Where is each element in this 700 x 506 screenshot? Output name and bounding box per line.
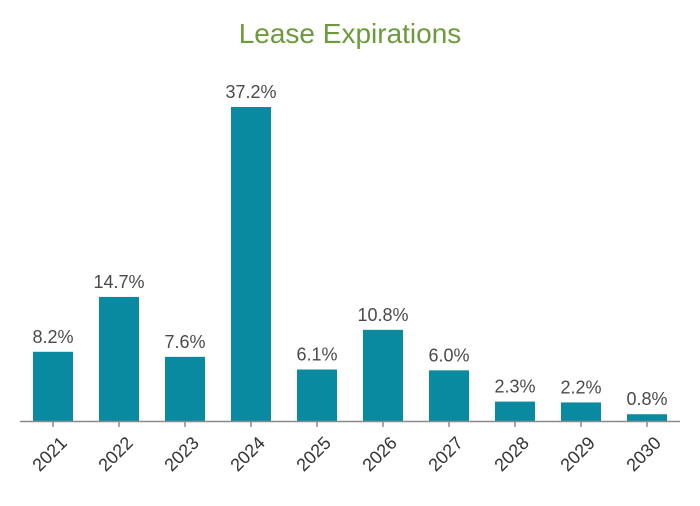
data-label-2030: 0.8% <box>626 389 667 409</box>
bar-2024 <box>231 107 271 421</box>
data-label-2028: 2.3% <box>494 377 535 397</box>
bar-2021 <box>33 351 73 421</box>
x-tick-label-2027: 2027 <box>424 433 466 475</box>
bar-2027 <box>429 370 469 421</box>
x-axis-ticks <box>52 421 648 427</box>
x-tick-label-2024: 2024 <box>226 433 268 475</box>
data-label-2029: 2.2% <box>560 377 601 397</box>
bar-2028 <box>495 401 535 421</box>
bar-2029 <box>561 402 601 421</box>
data-label-2025: 6.1% <box>296 345 337 365</box>
data-label-2024: 37.2% <box>225 82 276 102</box>
x-tick-label-2026: 2026 <box>358 433 400 475</box>
data-label-2022: 14.7% <box>93 272 144 292</box>
data-label-2026: 10.8% <box>357 305 408 325</box>
x-tick-label-2025: 2025 <box>292 433 334 475</box>
data-label-2027: 6.0% <box>428 345 469 365</box>
bar-2022 <box>99 296 139 421</box>
chart-title: Lease Expirations <box>239 18 462 49</box>
x-tick-label-2030: 2030 <box>622 433 664 475</box>
x-tick-label-2023: 2023 <box>160 433 202 475</box>
data-label-2023: 7.6% <box>164 332 205 352</box>
bars-group <box>33 107 667 421</box>
data-labels-group: 8.2% 14.7% 7.6% 37.2% 6.1% 10.8% 6.0% 2.3% 2.2% 0… <box>32 82 667 409</box>
bar-2023 <box>165 356 205 421</box>
x-tick-label-2028: 2028 <box>490 433 532 475</box>
x-tick-label-2021: 2021 <box>28 433 70 475</box>
bar-2025 <box>297 369 337 421</box>
x-tick-label-2029: 2029 <box>556 433 598 475</box>
bar-2026 <box>363 329 403 421</box>
x-tick-label-2022: 2022 <box>94 433 136 475</box>
bar-2030 <box>627 414 667 421</box>
data-label-2021: 8.2% <box>32 327 73 347</box>
x-axis-tick-labels: 2021 2022 2023 2024 2025 2026 2027 2028 2029 2030 <box>28 433 664 475</box>
